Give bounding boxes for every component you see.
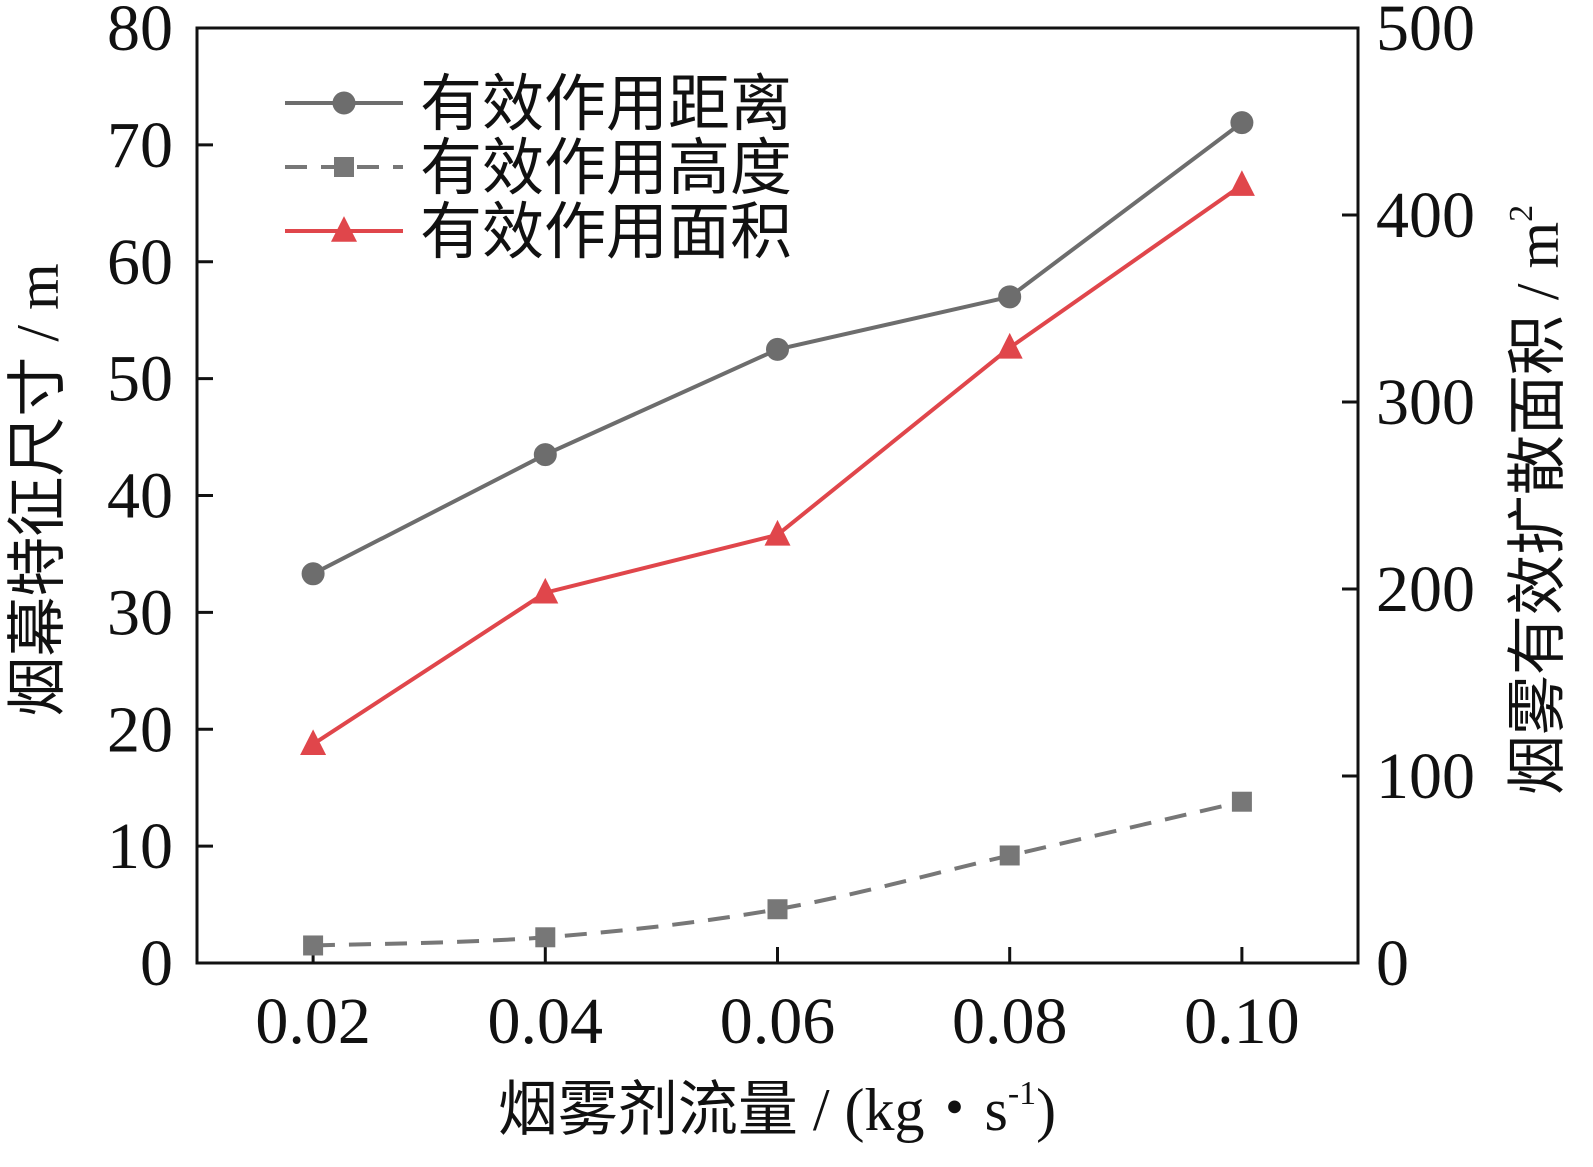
data-point-triangle <box>331 216 357 242</box>
data-point-circle <box>998 285 1022 309</box>
axes: 0 10 20 30 40 50 60 70 80 0 100 200 300 400 500 0.02 0.0… <box>107 0 1475 1058</box>
y-left-tick-label: 70 <box>107 109 173 182</box>
y-right-tick-label: 100 <box>1376 740 1475 813</box>
y-right-tick-label: 500 <box>1376 0 1475 65</box>
legend-label: 有效作用高度 <box>420 135 792 203</box>
legend-label: 有效作用面积 <box>420 199 792 267</box>
y-left-axis-title: 烟幕特征尺寸 / m <box>5 263 71 716</box>
data-point-circle <box>301 562 325 586</box>
y-left-tick-label: 20 <box>107 693 173 766</box>
x-tick-label: 0.04 <box>488 985 604 1058</box>
series-3 <box>300 170 1255 756</box>
data-point-square <box>999 845 1020 866</box>
x-tick-label: 0.10 <box>1184 985 1300 1058</box>
y-left-tick-label: 0 <box>140 927 173 1000</box>
y-right-tick-label: 300 <box>1376 366 1475 439</box>
y-right-axis-title-superscript: 2 <box>1503 205 1540 222</box>
x-axis-title-tail: ) <box>1036 1077 1056 1143</box>
x-tick-label: 0.08 <box>952 985 1068 1058</box>
y-right-tick-label: 0 <box>1376 927 1409 1000</box>
data-point-circle <box>766 337 789 361</box>
data-point-circle <box>533 443 557 467</box>
data-point-triangle <box>764 519 791 546</box>
data-point-square <box>767 899 788 920</box>
data-point-circle <box>332 91 356 115</box>
series-line <box>312 183 1244 746</box>
y-left-tick-label: 40 <box>107 460 173 533</box>
data-point-square <box>1231 791 1252 812</box>
data-point-square <box>535 927 556 948</box>
data-point-triangle <box>532 577 559 604</box>
data-point-triangle <box>996 332 1023 359</box>
y-left-tick-label: 60 <box>107 226 173 299</box>
y-left-tick-label: 10 <box>107 810 173 883</box>
series-line-dashed <box>313 799 1243 948</box>
y-left-tick-label: 50 <box>107 343 173 416</box>
y-left-tick-label: 30 <box>107 576 173 649</box>
y-right-tick-label: 200 <box>1376 553 1475 626</box>
data-point-circle <box>1230 111 1254 135</box>
x-axis-title-main: 烟雾剂流量 / (kg・s <box>498 1077 1008 1143</box>
x-axis-title: 烟雾剂流量 / (kg・s-1) <box>498 1075 1056 1143</box>
legend-entry-3: 有效作用面积 <box>285 199 792 267</box>
legend-entry-2: 有效作用高度 <box>285 135 792 203</box>
data-point-square <box>303 935 324 956</box>
legend-entry-1: 有效作用距离 <box>285 71 792 139</box>
data-point-square <box>334 157 354 177</box>
y-left-tick-label: 80 <box>107 0 173 65</box>
y-right-axis-title: 烟雾有效扩散面积 / m2 <box>1503 205 1571 795</box>
series-layer <box>300 111 1255 956</box>
x-tick-label: 0.06 <box>720 985 836 1058</box>
y-right-tick-label: 400 <box>1376 179 1475 252</box>
x-tick-label: 0.02 <box>255 985 371 1058</box>
legend-label: 有效作用距离 <box>420 71 792 139</box>
series-1 <box>301 111 1254 586</box>
series-2 <box>303 791 1252 956</box>
axis-titles: 烟雾剂流量 / (kg・s-1) 烟幕特征尺寸 / m 烟雾有效扩散面积 / m2 <box>5 205 1571 1143</box>
data-point-triangle <box>1228 170 1255 196</box>
x-axis-title-superscript: -1 <box>1008 1075 1036 1112</box>
data-point-triangle <box>300 729 327 756</box>
y-right-axis-title-main: 烟雾有效扩散面积 / m <box>1505 222 1571 795</box>
